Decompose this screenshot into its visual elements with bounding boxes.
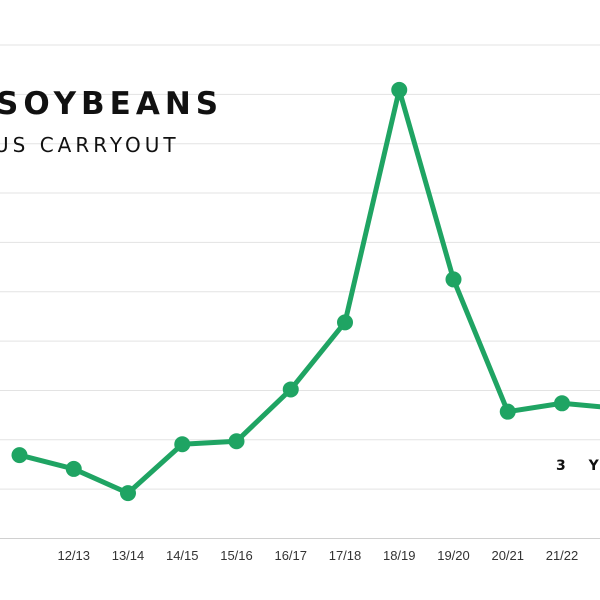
data-point-19-20[interactable] (445, 271, 462, 288)
data-point-14-15[interactable] (174, 436, 191, 453)
x-axis-tick-labels: 12/13 13/14 14/15 15/16 16/17 17/18 18/19 19/20… (57, 548, 600, 563)
data-point-16-17[interactable] (282, 381, 299, 398)
x-tick-label-17-18: 17/18 (329, 548, 362, 563)
data-point-11-12[interactable] (11, 447, 28, 464)
chart-subtitle: US CARRYOUT (0, 133, 180, 157)
data-point-17-18[interactable] (337, 314, 353, 331)
chart-annotation: 3 YE (556, 458, 600, 474)
x-tick-label-19-20: 19/20 (437, 548, 470, 563)
x-tick-label-12-13: 12/13 (57, 548, 90, 563)
data-point-12-13[interactable] (65, 460, 82, 477)
x-tick-label-18-19: 18/19 (383, 548, 416, 563)
x-tick-label-14-15: 14/15 (166, 548, 199, 563)
x-tick-label-15-16: 15/16 (220, 548, 253, 563)
x-tick-label-13-14: 13/14 (112, 548, 145, 563)
x-tick-label-20-21: 20/21 (491, 548, 524, 563)
data-point-21-22[interactable] (554, 395, 570, 412)
data-point-18-19[interactable] (391, 81, 408, 98)
x-tick-label-21-22: 21/22 (546, 548, 579, 563)
data-point-13-14[interactable] (120, 485, 136, 502)
gridlines (0, 44, 600, 539)
chart-title: SOYBEANS (0, 86, 223, 122)
data-point-15-16[interactable] (228, 433, 245, 450)
x-tick-label-16-17: 16/17 (274, 548, 307, 563)
data-points (11, 81, 570, 502)
data-point-20-21[interactable] (499, 403, 516, 420)
